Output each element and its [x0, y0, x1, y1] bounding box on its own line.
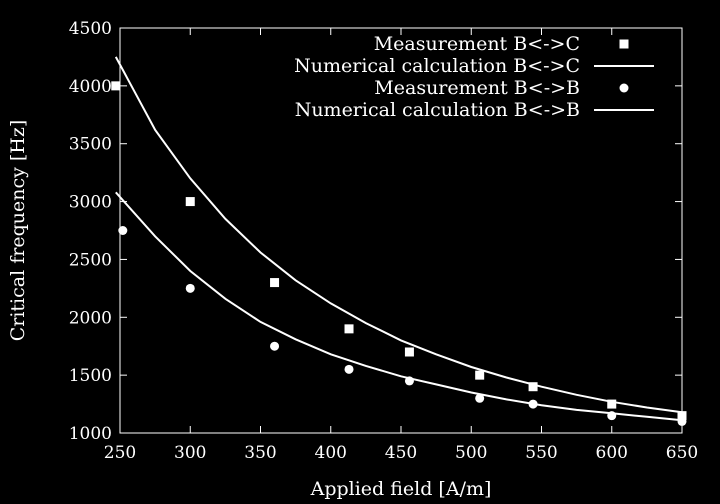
legend-label: Measurement B<->B	[374, 77, 580, 99]
y-tick-label: 4000	[69, 77, 112, 97]
x-tick-label: 650	[666, 443, 698, 463]
y-axis-title: Critical frequency [Hz]	[7, 120, 29, 342]
x-tick-label: 300	[174, 443, 206, 463]
x-tick-label: 350	[244, 443, 276, 463]
x-tick-label: 600	[596, 443, 628, 463]
x-tick-label: 400	[315, 443, 347, 463]
data-point-square	[528, 382, 538, 392]
data-point-square	[185, 197, 195, 207]
x-axis-title: Applied field [A/m]	[310, 478, 492, 500]
series-1	[111, 81, 687, 421]
x-tick-label: 500	[455, 443, 487, 463]
legend-label: Numerical calculation B<->C	[294, 55, 580, 77]
x-tick-label: 250	[104, 443, 136, 463]
y-tick-label: 1000	[69, 424, 112, 444]
data-point-circle	[185, 283, 195, 293]
y-tick-label: 2500	[69, 250, 112, 270]
data-point-square	[677, 411, 687, 421]
data-point-circle	[118, 226, 128, 235]
y-tick-label: 3500	[69, 135, 112, 155]
data-point-circle	[344, 364, 354, 374]
data-point-circle	[677, 416, 687, 426]
data-point-square	[270, 278, 280, 288]
chart-marks	[111, 56, 687, 426]
legend-label: Numerical calculation B<->B	[295, 99, 580, 121]
series-4	[115, 191, 683, 422]
series-3	[118, 226, 687, 426]
y-tick-label: 4500	[69, 19, 112, 39]
y-tick-label: 1500	[69, 366, 112, 386]
x-tick-label: 450	[385, 443, 417, 463]
data-point-square	[111, 81, 121, 91]
data-point-circle	[475, 393, 485, 403]
legend-circle-swatch	[619, 83, 629, 93]
data-point-square	[607, 399, 617, 409]
y-tick-label: 3000	[69, 193, 112, 213]
series-line	[114, 56, 683, 414]
data-point-circle	[270, 341, 280, 351]
y-tick-label: 2000	[69, 308, 112, 328]
data-point-square	[475, 370, 485, 380]
data-point-square	[344, 324, 354, 334]
legend-square-swatch	[619, 39, 629, 49]
legend-label: Measurement B<->C	[374, 33, 580, 55]
series-2	[114, 56, 683, 414]
data-point-square	[404, 347, 414, 357]
x-tick-label: 550	[525, 443, 557, 463]
axis-ticks: 250 300 350 400 450 500 550 600 650 1000 1500 2000 2…	[69, 19, 698, 463]
series-line	[115, 191, 683, 422]
